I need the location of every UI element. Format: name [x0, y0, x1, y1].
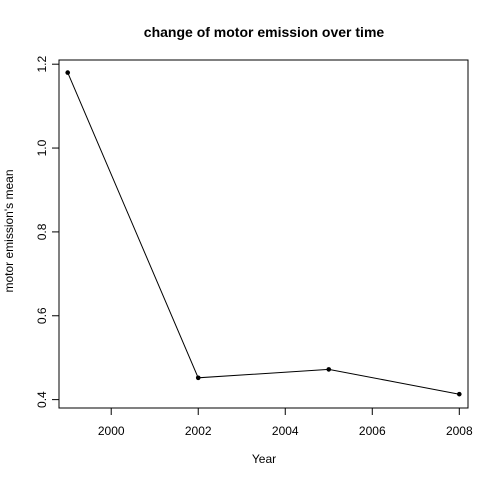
- x-tick-label-4: 2008: [446, 424, 473, 438]
- y-tick-label-2: 0.8: [35, 223, 49, 240]
- y-tick-label-1: 0.6: [35, 307, 49, 324]
- y-axis-title: motor emission's mean: [2, 170, 16, 293]
- data-point-0-0: [65, 70, 71, 75]
- chart-title: change of motor emission over time: [144, 24, 385, 40]
- plot-frame: [58, 59, 469, 409]
- x-tick-label-3: 2006: [359, 424, 386, 438]
- x-tick-label-2: 2004: [272, 424, 299, 438]
- data-point-0-2: [326, 367, 332, 372]
- plot-area: 2000 2002 2004 2006 2008 0.4 0.6 0.8 1.0 1.2: [35, 56, 473, 438]
- data-point-0-1: [195, 375, 201, 381]
- y-tick-label-4: 1.2: [35, 56, 49, 73]
- x-tick-label-1: 2002: [185, 424, 212, 438]
- data-point-0-3: [456, 391, 462, 397]
- series-line-0: [67, 72, 460, 395]
- y-tick-label-3: 1.0: [35, 139, 49, 156]
- x-tick-label-0: 2000: [98, 424, 125, 438]
- y-tick-label-0: 0.4: [35, 391, 49, 408]
- x-axis-title: Year: [252, 452, 276, 466]
